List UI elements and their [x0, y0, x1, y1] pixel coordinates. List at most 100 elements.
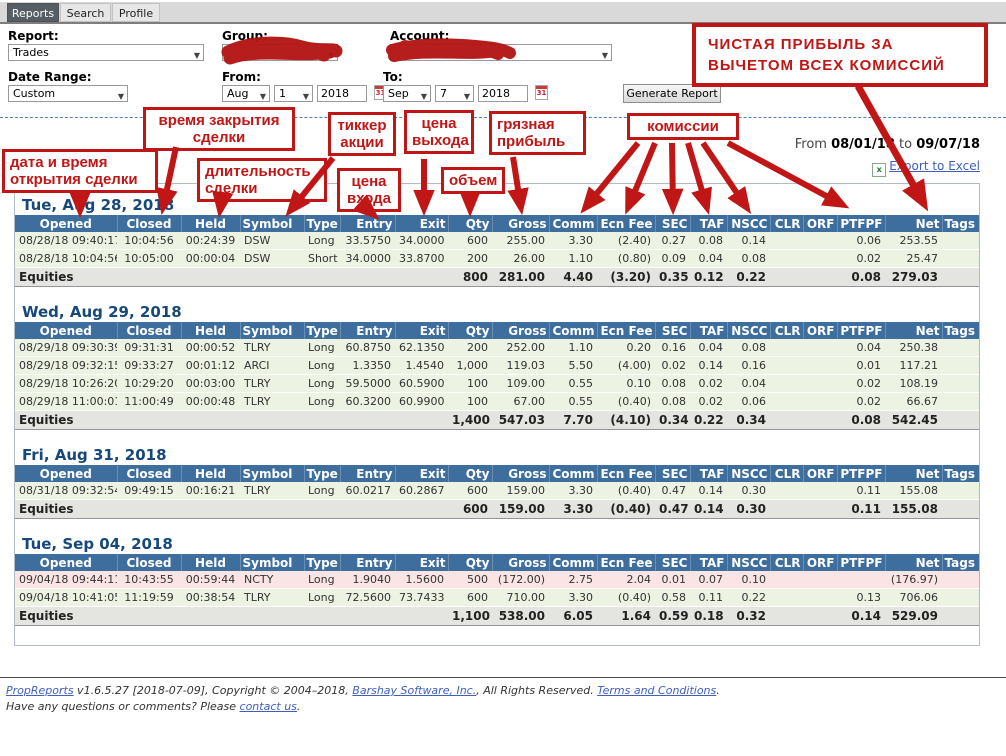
generate-report-button[interactable]: Generate Report	[623, 84, 721, 103]
cell-clr	[770, 571, 803, 589]
header-row: Opened Closed Held Symbol Type Entry Exit Qty Gr…	[15, 215, 979, 232]
cell-tags	[942, 571, 979, 589]
column-header-nscc: NSCC	[727, 322, 771, 339]
column-header-held: Held	[181, 465, 241, 482]
cell-symbol: TLRY	[240, 482, 304, 500]
day-title: Fri, Aug 31, 2018	[22, 446, 167, 464]
from-year-input[interactable]: 2018	[317, 85, 367, 102]
footer-divider	[0, 677, 1006, 678]
cell-sec: 0.08	[655, 374, 690, 393]
cell-comm: 1.10	[549, 249, 597, 268]
column-header-comm: Comm	[549, 554, 598, 571]
column-header-symbol: Symbol	[240, 215, 305, 232]
tab-search[interactable]: Search	[60, 3, 111, 22]
equities-totals-row: Equities 600 159.00 3.30 (0.40) 0.47 0.14 0.30 0…	[15, 499, 979, 519]
totals-comm: 4.40	[549, 267, 597, 287]
cell-sec: 0.02	[655, 356, 690, 375]
column-header-clr: CLR	[770, 322, 804, 339]
totals-orf	[803, 606, 837, 626]
column-header-type: Type	[304, 554, 341, 571]
group-select[interactable]: ▼	[222, 44, 338, 61]
cell-symbol: TLRY	[240, 374, 304, 393]
report-date-range: From 08/01/18 to 09/07/18	[795, 137, 980, 152]
cell-taf: 0.14	[690, 356, 727, 375]
cell-nscc: 0.06	[727, 392, 770, 411]
column-header-orf: ORF	[803, 215, 838, 232]
barshay-software-link[interactable]: Barshay Software, Inc.	[352, 684, 477, 697]
column-header-opened: Opened	[15, 322, 118, 339]
column-header-exit: Exit	[395, 554, 449, 571]
cell-nscc: 0.04	[727, 374, 770, 393]
cell-type: Long	[304, 588, 340, 607]
day-title: Wed, Aug 29, 2018	[22, 303, 182, 321]
cell-gross: 255.00	[492, 232, 549, 250]
cell-type: Short	[304, 249, 340, 268]
calendar-icon-number: 31	[375, 89, 386, 97]
totals-net: 542.45	[885, 410, 942, 430]
cell-ptfpf: 0.02	[837, 392, 885, 411]
report-select[interactable]: Trades ▼	[8, 44, 204, 61]
annotation-duration: длительность сделки	[197, 158, 327, 202]
account-select[interactable]: ▼	[390, 44, 612, 61]
footer-text: .	[296, 700, 301, 713]
cell-qty: 600	[448, 588, 492, 607]
column-header-opened: Opened	[15, 215, 118, 232]
from-label: From:	[222, 70, 261, 84]
cell-tags	[942, 588, 979, 607]
cell-exit: 34.0000	[395, 232, 448, 250]
from-month-select[interactable]: Aug ▼	[222, 85, 270, 102]
trade-row: 08/29/18 10:26:20 10:29:20 00:03:00 TLRY Lon…	[15, 374, 979, 393]
cell-tags	[942, 339, 979, 357]
report-body: Tue, Aug 28, 2018 Opened Closed Held Symbol T…	[15, 196, 979, 626]
annotation-close-time: время закрытия сделки	[143, 107, 295, 151]
to-calendar-icon[interactable]: 31	[535, 85, 548, 100]
terms-link[interactable]: Terms and Conditions	[597, 684, 717, 697]
contact-us-link[interactable]: contact us	[239, 700, 297, 713]
date-range-select[interactable]: Custom ▼	[8, 85, 128, 102]
cell-comm: 0.55	[549, 392, 597, 411]
to-year-input[interactable]: 2018	[478, 85, 528, 102]
column-header-entry: Entry	[340, 554, 396, 571]
totals-tags	[942, 499, 979, 519]
column-header-taf: TAF	[690, 322, 728, 339]
totals-gross: 547.03	[492, 410, 549, 430]
cell-gross: 109.00	[492, 374, 549, 393]
cell-clr	[770, 374, 803, 393]
trades-table: Opened Closed Held Symbol Type Entry Exit Qty Gr…	[15, 465, 979, 519]
export-to-excel-link[interactable]: Export to Excel	[889, 159, 980, 173]
from-day-select[interactable]: 1 ▼	[274, 85, 313, 102]
tab-profile[interactable]: Profile	[112, 3, 160, 22]
column-header-symbol: Symbol	[240, 465, 305, 482]
column-header-tags: Tags	[942, 322, 979, 339]
chevron-down-icon: ▼	[193, 51, 200, 60]
propreports-link[interactable]: PropReports	[6, 684, 74, 697]
cell-closed: 11:00:49	[117, 392, 181, 411]
totals-nscc: 0.34	[727, 410, 770, 430]
cell-sec: 0.08	[655, 392, 690, 411]
tab-reports[interactable]: Reports	[7, 3, 59, 22]
cell-orf	[803, 374, 837, 393]
cell-gross: (172.00)	[492, 571, 549, 589]
cell-opened: 08/29/18 11:00:01	[15, 392, 117, 411]
column-header-net: Net	[885, 215, 943, 232]
column-header-ptfpf: PTFPF	[837, 554, 886, 571]
export-area: x Export to Excel	[872, 159, 980, 177]
cell-net: 253.55	[885, 232, 942, 250]
to-month-select[interactable]: Sep ▼	[383, 85, 431, 102]
cell-qty: 600	[448, 232, 492, 250]
cell-type: Long	[304, 374, 340, 393]
totals-sec: 0.34	[655, 410, 690, 430]
totals-qty: 600	[448, 499, 492, 519]
cell-type: Long	[304, 392, 340, 411]
to-day-select[interactable]: 7 ▼	[435, 85, 474, 102]
cell-entry: 60.0217	[340, 482, 395, 500]
cell-entry: 1.3350	[340, 356, 395, 375]
cell-comm: 1.10	[549, 339, 597, 357]
cell-tags	[942, 482, 979, 500]
calendar-icon-header	[536, 86, 547, 89]
from-date: 08/01/18	[831, 137, 895, 152]
equities-totals-row: Equities 1,400 547.03 7.70 (4.10) 0.34 0.22 0.3…	[15, 410, 979, 430]
totals-tags	[942, 606, 979, 626]
column-header-sec: SEC	[655, 322, 691, 339]
